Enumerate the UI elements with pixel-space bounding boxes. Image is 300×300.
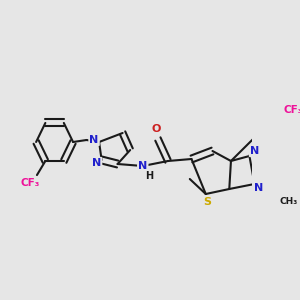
Text: O: O xyxy=(152,124,161,134)
Text: S: S xyxy=(203,197,211,207)
Text: N: N xyxy=(254,183,263,193)
Text: CF₃: CF₃ xyxy=(20,178,40,188)
Text: CF₃: CF₃ xyxy=(283,105,300,115)
Text: N: N xyxy=(89,135,99,145)
Text: CH₃: CH₃ xyxy=(280,196,298,206)
Text: N: N xyxy=(92,158,101,168)
Text: N: N xyxy=(250,146,259,156)
Text: N: N xyxy=(138,161,147,171)
Text: H: H xyxy=(146,171,154,181)
